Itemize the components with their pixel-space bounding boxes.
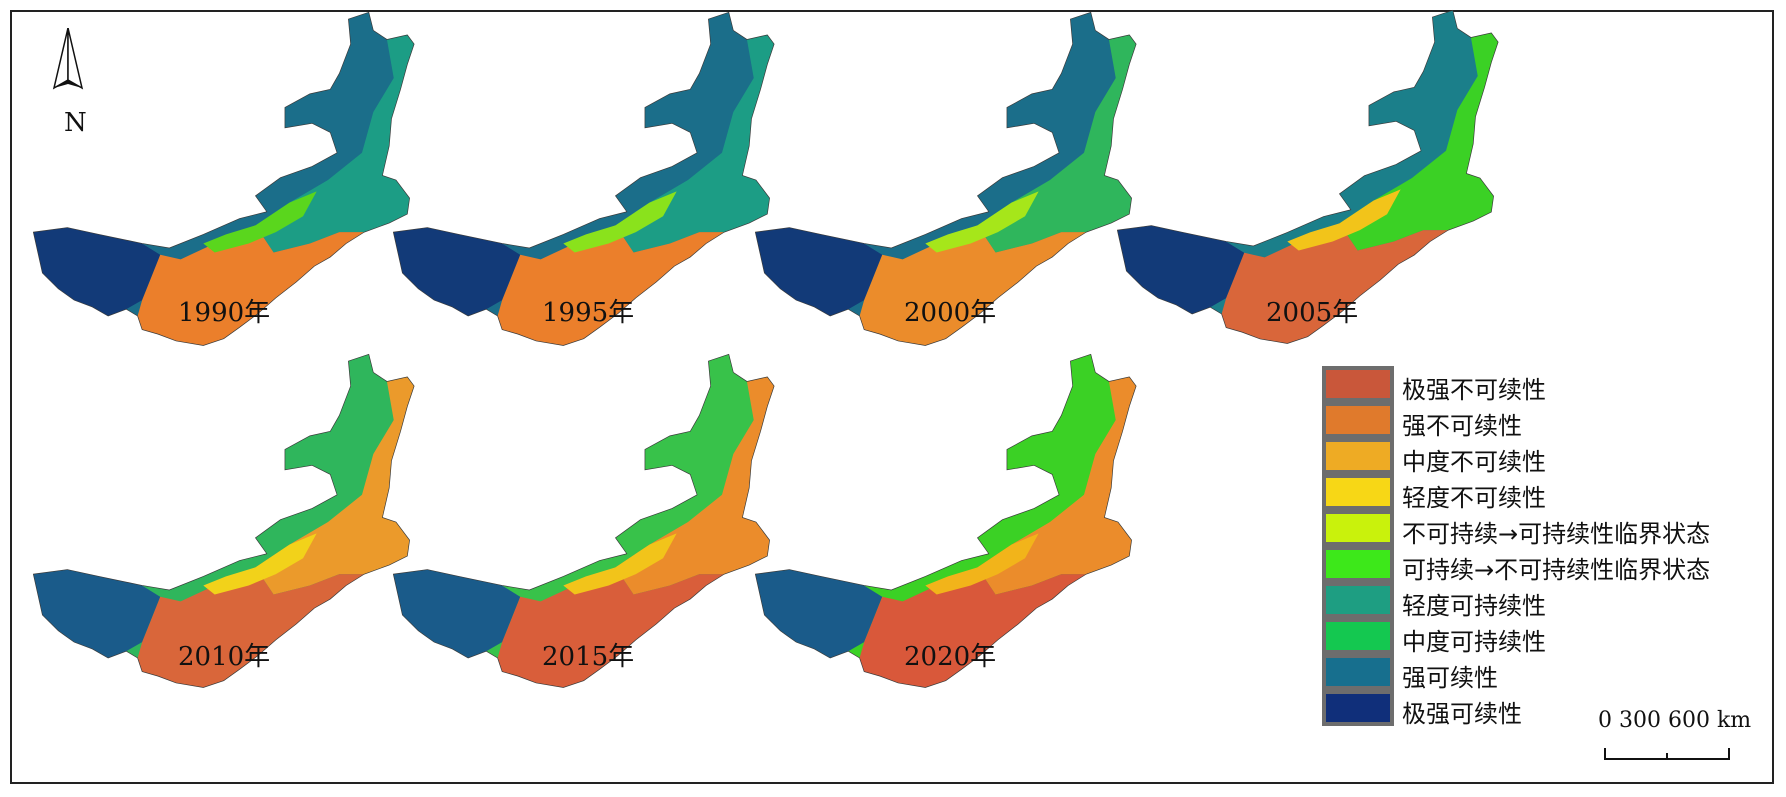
year-label-2000: 2000年 bbox=[904, 298, 997, 328]
map-region-accent bbox=[563, 191, 677, 253]
map-region-mid bbox=[1226, 10, 1478, 258]
legend-swatch bbox=[1322, 474, 1394, 510]
map-region-mid bbox=[864, 12, 1116, 260]
year-label-2020: 2020年 bbox=[904, 642, 997, 672]
legend-item: 极强可续性 bbox=[1318, 688, 1766, 728]
legend-label: 强不可续性 bbox=[1402, 412, 1522, 440]
legend-label: 极强可续性 bbox=[1402, 700, 1522, 728]
map-region-south bbox=[859, 567, 1087, 688]
map-region-west bbox=[33, 569, 161, 658]
legend-swatch bbox=[1322, 690, 1394, 726]
region-map-svg bbox=[32, 353, 415, 688]
legend-label: 中度不可续性 bbox=[1402, 448, 1546, 476]
legend-label: 中度可持续性 bbox=[1402, 628, 1546, 656]
map-region-west bbox=[755, 569, 883, 658]
legend-label: 极强不可续性 bbox=[1402, 376, 1546, 404]
map-region-accent bbox=[1287, 189, 1401, 251]
map-2005 bbox=[1110, 8, 1510, 348]
map-region-west bbox=[33, 227, 161, 316]
legend-item: 轻度可持续性 bbox=[1318, 580, 1766, 620]
year-label-2005: 2005年 bbox=[1266, 298, 1359, 328]
region-map-svg bbox=[754, 11, 1137, 346]
map-region-mid bbox=[502, 354, 754, 602]
north-label: N bbox=[64, 108, 87, 138]
legend-item: 中度可持续性 bbox=[1318, 616, 1766, 656]
legend-item: 强可续性 bbox=[1318, 652, 1766, 692]
legend-label: 轻度不可续性 bbox=[1402, 484, 1546, 512]
legend-item: 中度不可续性 bbox=[1318, 436, 1766, 476]
north-arrow-icon bbox=[52, 28, 84, 90]
region-map-svg bbox=[392, 353, 775, 688]
legend-swatch bbox=[1322, 438, 1394, 474]
map-region-east bbox=[977, 376, 1137, 595]
map-2000 bbox=[748, 10, 1148, 350]
map-region-accent bbox=[925, 533, 1039, 595]
map-region-east bbox=[255, 376, 415, 595]
legend-swatch bbox=[1322, 402, 1394, 438]
year-label-2015: 2015年 bbox=[542, 642, 635, 672]
map-2015 bbox=[386, 352, 786, 692]
map-region-east bbox=[977, 34, 1137, 253]
map-region-east bbox=[615, 376, 775, 595]
legend-item: 不可持续→可持续性临界状态 bbox=[1318, 508, 1766, 548]
map-region-south bbox=[137, 567, 365, 688]
map-region-accent bbox=[203, 533, 317, 595]
map-region-mid bbox=[142, 12, 394, 260]
map-region-accent bbox=[203, 191, 317, 253]
map-region-mid bbox=[864, 354, 1116, 602]
map-region-south bbox=[1221, 223, 1449, 344]
map-region-mid bbox=[502, 12, 754, 260]
legend-swatch bbox=[1322, 510, 1394, 546]
legend-item: 极强不可续性 bbox=[1318, 364, 1766, 404]
map-region-east bbox=[615, 34, 775, 253]
scale-bar-label: 0 300 600 km bbox=[1598, 708, 1752, 733]
map-region-east bbox=[255, 34, 415, 253]
region-map-svg bbox=[1116, 9, 1499, 344]
map-region-west bbox=[393, 569, 521, 658]
legend-item: 轻度不可续性 bbox=[1318, 472, 1766, 512]
map-1990 bbox=[26, 10, 426, 350]
map-2020 bbox=[748, 352, 1148, 692]
legend-swatch bbox=[1322, 582, 1394, 618]
map-region-south bbox=[497, 225, 725, 346]
map-region-accent bbox=[925, 191, 1039, 253]
scale-bar bbox=[1604, 748, 1730, 760]
region-map-svg bbox=[392, 11, 775, 346]
legend-label: 可持续→不可持续性临界状态 bbox=[1402, 556, 1711, 584]
legend-swatch bbox=[1322, 618, 1394, 654]
map-region-south bbox=[859, 225, 1087, 346]
map-region-south bbox=[497, 567, 725, 688]
map-region-mid bbox=[142, 354, 394, 602]
legend-swatch bbox=[1322, 546, 1394, 582]
year-label-1990: 1990年 bbox=[178, 298, 271, 328]
map-region-accent bbox=[563, 533, 677, 595]
year-label-1995: 1995年 bbox=[542, 298, 635, 328]
map-region-west bbox=[393, 227, 521, 316]
region-map-svg bbox=[754, 353, 1137, 688]
legend-label: 轻度可持续性 bbox=[1402, 592, 1546, 620]
legend-item: 可持续→不可持续性临界状态 bbox=[1318, 544, 1766, 584]
map-region-east bbox=[1339, 32, 1499, 251]
legend-label: 强可续性 bbox=[1402, 664, 1498, 692]
legend-label: 不可持续→可持续性临界状态 bbox=[1402, 520, 1711, 548]
map-region-west bbox=[1117, 225, 1245, 314]
year-label-2010: 2010年 bbox=[178, 642, 271, 672]
map-region-west bbox=[755, 227, 883, 316]
map-2010 bbox=[26, 352, 426, 692]
map-region-south bbox=[137, 225, 365, 346]
legend-swatch bbox=[1322, 654, 1394, 690]
legend-swatch bbox=[1322, 366, 1394, 402]
map-1995 bbox=[386, 10, 786, 350]
region-map-svg bbox=[32, 11, 415, 346]
legend-item: 强不可续性 bbox=[1318, 400, 1766, 440]
